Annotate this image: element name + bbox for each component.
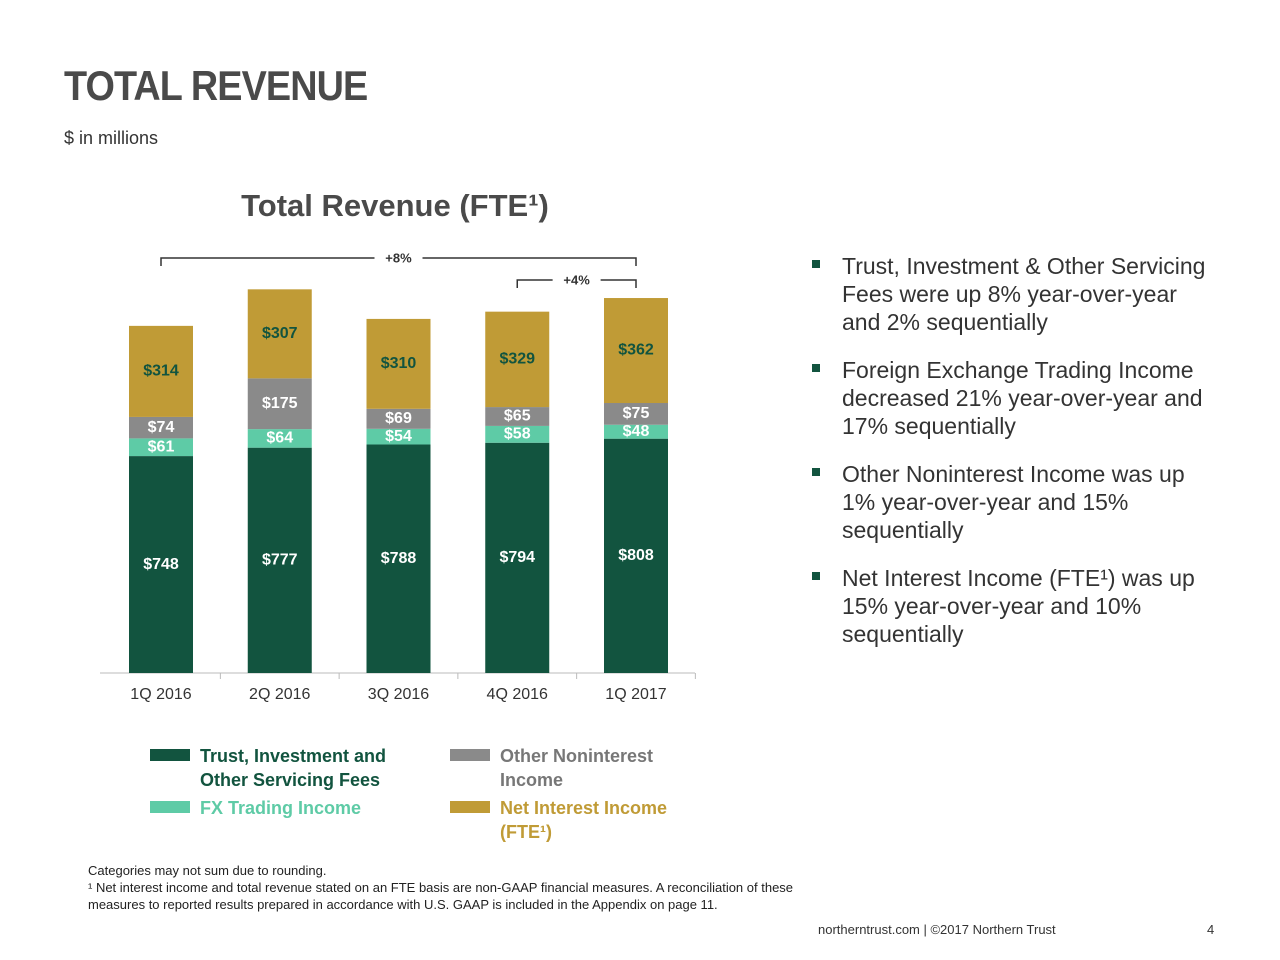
legend-label: Other Noninterest Income <box>500 746 654 790</box>
bullet: Other Noninterest Income was up 1% year-… <box>812 460 1212 544</box>
data-label: $175 <box>262 395 298 412</box>
legend: Trust, Investment and Other Servicing Fe… <box>150 744 710 844</box>
bar-segment <box>604 424 668 439</box>
x-tick-label: 4Q 2016 <box>487 686 548 703</box>
bar-segment <box>485 407 550 426</box>
legend-item: Other Noninterest Income <box>450 744 710 792</box>
data-label: $69 <box>385 410 412 427</box>
data-label: $65 <box>504 408 531 425</box>
legend-label: Net Interest Income (FTE¹) <box>500 798 668 842</box>
data-label: $748 <box>143 556 179 573</box>
x-tick-label: 1Q 2016 <box>130 686 191 703</box>
data-label: $48 <box>623 423 650 440</box>
page-number: 4 <box>1207 922 1215 937</box>
data-label: $54 <box>385 428 412 445</box>
data-label: $61 <box>148 438 175 455</box>
bar-segment <box>485 311 550 408</box>
data-label: $362 <box>618 342 654 359</box>
chart-title: Total Revenue (FTE¹) <box>241 188 549 223</box>
subtitle: $ in millions <box>64 128 159 148</box>
legend-swatch <box>450 801 490 813</box>
data-label: $788 <box>381 550 417 567</box>
bar-segment <box>366 428 431 445</box>
bar-segment <box>366 408 431 429</box>
bullet-list: Trust, Investment & Other Servicing Fees… <box>812 252 1212 668</box>
growth-label: +4% <box>563 272 590 287</box>
bar-segment <box>129 416 193 439</box>
bar-segment <box>129 438 193 457</box>
data-label: $307 <box>262 325 298 342</box>
data-label: $58 <box>504 426 531 443</box>
x-tick-label: 1Q 2017 <box>605 686 666 703</box>
data-label: $314 <box>143 363 179 380</box>
bullet: Trust, Investment & Other Servicing Fees… <box>812 252 1212 336</box>
bar-segment <box>485 425 550 443</box>
legend-label: Trust, Investment and Other Servicing Fe… <box>200 746 387 790</box>
data-label: $64 <box>266 430 293 447</box>
data-label: $310 <box>381 355 417 372</box>
data-label: $777 <box>262 552 298 569</box>
bar-segment <box>604 438 668 673</box>
bar-segment <box>247 429 312 448</box>
bar-segment <box>485 442 550 673</box>
footnotes: Categories may not sum due to rounding. … <box>88 862 848 913</box>
legend-swatch <box>450 749 490 761</box>
bar-segment <box>604 403 668 425</box>
footer-source: northerntrust.com | ©2017 Northern Trust <box>818 922 1056 937</box>
bar-segment <box>129 325 193 417</box>
legend-item: Trust, Investment and Other Servicing Fe… <box>150 744 450 792</box>
footnote: ¹ Net interest income and total revenue … <box>88 880 794 912</box>
slide-title: TOTAL REVENUE <box>64 62 368 109</box>
footnote: Categories may not sum due to rounding. <box>88 863 327 878</box>
legend-item: FX Trading Income <box>150 796 450 844</box>
bar-segment <box>129 456 193 673</box>
bar-segment <box>366 444 431 673</box>
bullet: Foreign Exchange Trading Income decrease… <box>812 356 1212 440</box>
x-tick-label: 3Q 2016 <box>368 686 429 703</box>
growth-bracket <box>160 257 637 266</box>
data-label: $808 <box>618 547 654 564</box>
legend-swatch <box>150 801 190 813</box>
data-label: $75 <box>623 405 650 422</box>
data-label: $74 <box>148 419 175 436</box>
legend-label: FX Trading Income <box>200 798 362 818</box>
legend-item: Net Interest Income (FTE¹) <box>450 796 710 844</box>
bar-segment <box>247 447 312 673</box>
legend-swatch <box>150 749 190 761</box>
bar-segment <box>247 378 312 430</box>
data-label: $329 <box>499 351 535 368</box>
bar-segment <box>247 289 312 379</box>
bar-segment <box>366 318 431 409</box>
bar-segment <box>604 298 668 404</box>
growth-bracket <box>516 279 637 288</box>
data-label: $794 <box>499 549 535 566</box>
bullet: Net Interest Income (FTE¹) was up 15% ye… <box>812 564 1212 648</box>
growth-label: +8% <box>385 250 412 265</box>
x-tick-label: 2Q 2016 <box>249 686 310 703</box>
